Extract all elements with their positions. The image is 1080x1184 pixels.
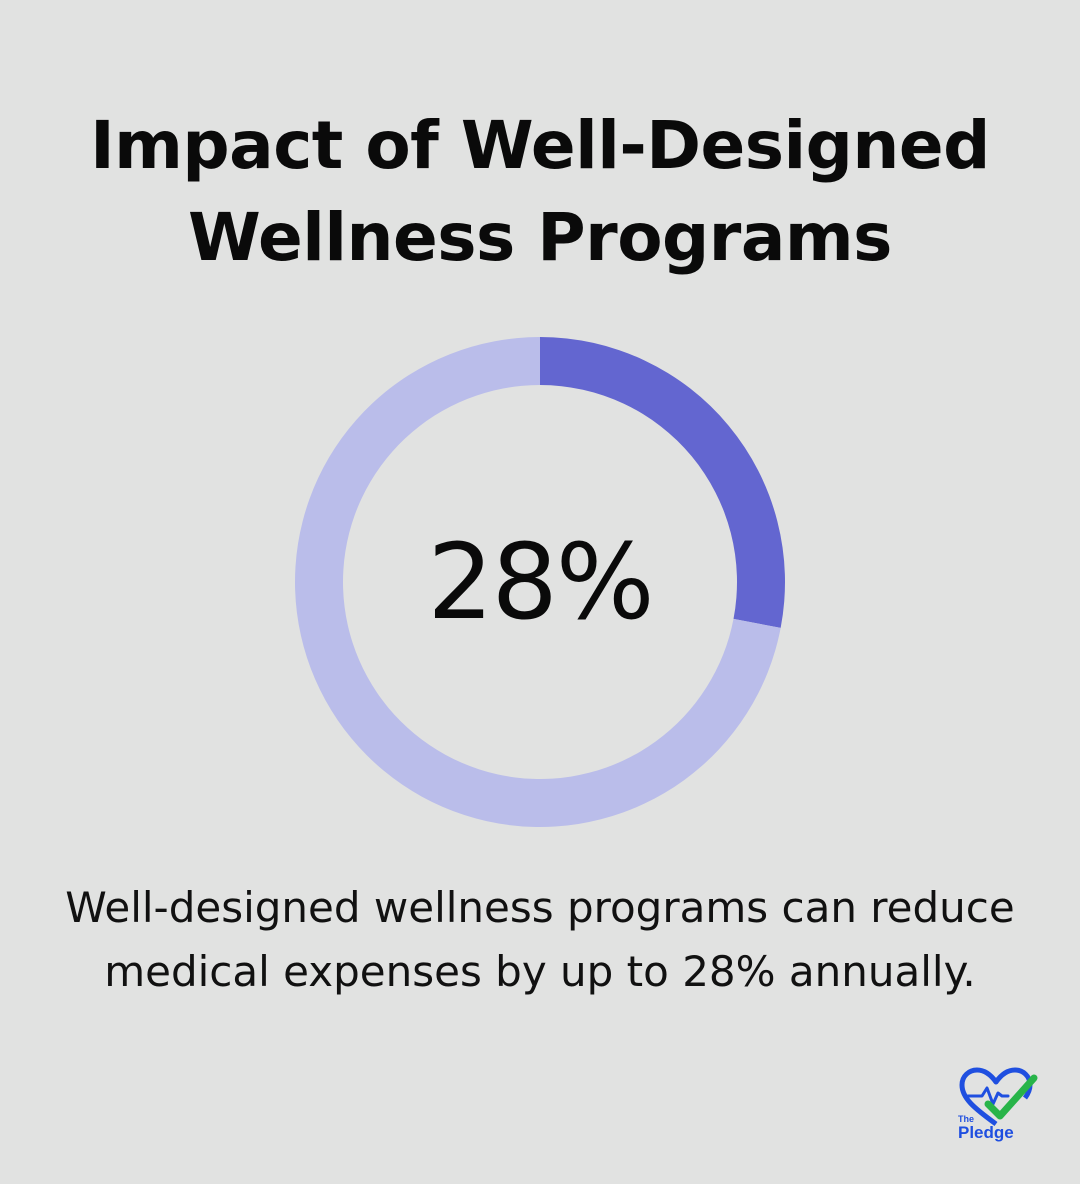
- donut-chart: [294, 337, 785, 827]
- the-pledge-logo: The Pledge: [958, 1067, 1038, 1142]
- caption: Well-designed wellness programs can redu…: [30, 876, 1050, 1004]
- title-line-2: Wellness Programs: [188, 199, 892, 276]
- title-line-1: Impact of Well-Designed: [90, 107, 990, 184]
- pulse-line: [966, 1086, 1010, 1106]
- logo-small-text: The: [958, 1114, 974, 1124]
- heart-check-icon: [959, 1067, 1038, 1127]
- donut-segment-highlight: [540, 337, 785, 628]
- chart-title: Impact of Well-Designed Wellness Program…: [40, 100, 1040, 284]
- logo-name-text: Pledge: [958, 1123, 1014, 1142]
- caption-line-1: Well-designed wellness programs can redu…: [65, 883, 1015, 932]
- caption-line-2: medical expenses by up to 28% annually.: [104, 947, 976, 996]
- check-mark: [984, 1074, 1038, 1120]
